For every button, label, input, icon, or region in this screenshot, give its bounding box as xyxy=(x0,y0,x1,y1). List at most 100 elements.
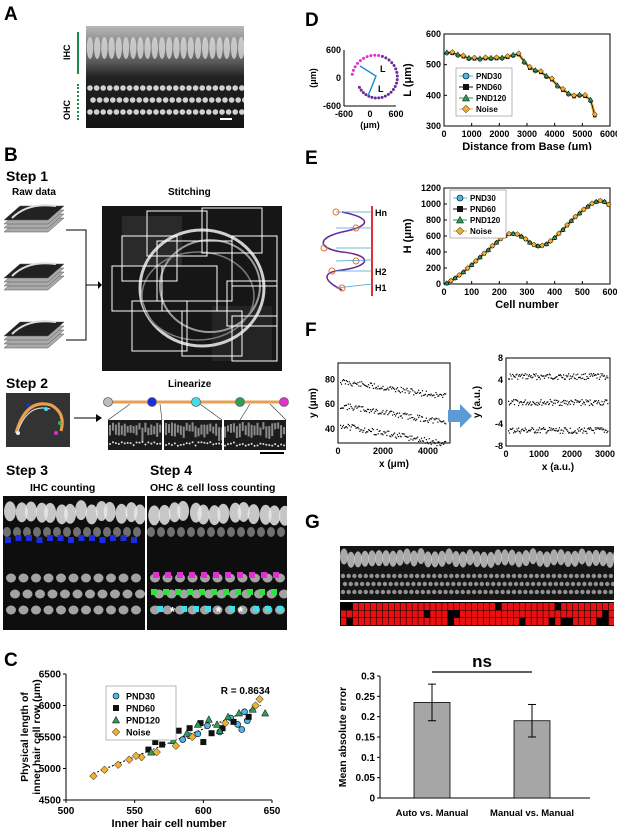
e-inset-hn: Hn xyxy=(375,208,387,218)
f1-point xyxy=(356,407,358,409)
f1-point xyxy=(342,379,345,381)
chartD-point xyxy=(482,54,489,61)
f1-point xyxy=(361,406,363,408)
chartD-point xyxy=(565,90,572,96)
f2-point xyxy=(522,377,524,379)
d-inset-dot xyxy=(361,91,365,95)
f2-point xyxy=(606,399,608,401)
f2-point xyxy=(543,402,545,404)
strip-cell xyxy=(129,424,132,433)
strip-cell xyxy=(232,423,235,433)
c-xtick-label: 550 xyxy=(126,806,143,817)
c-ytick-label: 5500 xyxy=(39,733,62,744)
gm-map-cell xyxy=(341,610,347,618)
f2-point xyxy=(552,404,554,406)
f1-point xyxy=(354,406,356,408)
f1-point xyxy=(364,427,366,429)
ohc2-marker xyxy=(151,589,157,595)
ihc-marker xyxy=(47,535,53,541)
chartE-point xyxy=(447,277,454,284)
f2-point xyxy=(602,373,604,375)
f1-point xyxy=(400,415,402,417)
f2-point xyxy=(527,431,529,433)
f1-point xyxy=(343,405,346,407)
g-category-label: Auto vs. Manual xyxy=(396,808,469,819)
strip-cell xyxy=(271,423,274,437)
gm-ohc xyxy=(342,581,348,587)
strip-cell xyxy=(117,422,120,436)
ihc-base xyxy=(197,527,205,537)
c-point-pnd30 xyxy=(179,736,187,743)
f2-point xyxy=(605,429,607,431)
panel-g-micrograph xyxy=(340,546,614,600)
f1-point xyxy=(359,381,361,383)
f2-point xyxy=(591,403,593,406)
f1-point xyxy=(365,432,367,434)
gm-map-cell xyxy=(352,603,359,610)
step3-image xyxy=(3,496,145,630)
f2-point xyxy=(528,429,530,432)
f2-point xyxy=(518,427,520,429)
f1-point xyxy=(385,431,387,433)
f2-point xyxy=(599,376,601,378)
f2-point xyxy=(607,403,609,405)
chartE-point xyxy=(485,247,492,252)
f1-point xyxy=(343,379,346,382)
f1-point xyxy=(388,389,390,391)
f1-point xyxy=(374,434,376,436)
f2-point xyxy=(582,432,584,434)
f2-point xyxy=(568,431,571,434)
ohc-cell xyxy=(146,85,153,91)
f2-point xyxy=(592,375,594,377)
f2-point xyxy=(548,373,551,375)
chartD-point xyxy=(443,49,450,55)
f1-point xyxy=(365,385,367,387)
d-inset-dot xyxy=(350,72,354,76)
gm-map-cell xyxy=(394,610,400,618)
f1-point xyxy=(349,403,351,405)
f2-point xyxy=(514,431,516,433)
linearize-label: Linearize xyxy=(168,379,212,390)
chartD-xtick-label: 5000 xyxy=(572,129,592,139)
ohc-cell xyxy=(159,109,166,115)
f2-point xyxy=(508,400,510,402)
c-ylabel: Physical length ofinner hair cell row (μ… xyxy=(19,679,43,795)
f2-point xyxy=(540,374,542,376)
chartE-legend-label: Noise xyxy=(470,227,492,236)
gm-map-cell xyxy=(602,618,609,625)
panel-label-d: D xyxy=(305,10,319,31)
f1-point xyxy=(375,408,377,411)
f2-point xyxy=(603,431,606,433)
c-ylabel-line1: Physical length of xyxy=(19,692,31,782)
f2-point xyxy=(538,429,540,431)
f2-point xyxy=(583,430,585,432)
f2-point xyxy=(583,401,585,403)
strip-ohc xyxy=(241,442,244,445)
gm-map-cell xyxy=(430,618,436,625)
f1-point xyxy=(414,418,416,420)
gm-ihc xyxy=(375,550,383,567)
gm-ohc xyxy=(422,581,427,587)
d-inset-L1: L xyxy=(380,64,386,74)
stack-arrow xyxy=(66,229,102,341)
ohc-cell xyxy=(219,109,225,115)
c-point-pnd30 xyxy=(194,730,202,738)
f1-point xyxy=(403,413,405,415)
e-inset-node xyxy=(320,244,328,252)
f1-point xyxy=(373,433,375,436)
chartD-point xyxy=(543,72,550,78)
f2-point xyxy=(599,427,601,429)
panel-label-f: F xyxy=(305,320,317,341)
gm-map-cell xyxy=(590,610,597,618)
gm-ohc xyxy=(392,573,397,579)
ohc1-marker xyxy=(189,572,195,578)
f1-point xyxy=(380,413,382,415)
f2-point xyxy=(593,374,596,377)
strip-ohc xyxy=(182,443,185,446)
f1-point xyxy=(438,418,440,420)
gm-ohc xyxy=(553,581,559,587)
chartE-xtick-label: 500 xyxy=(575,287,590,297)
gm-ohc xyxy=(565,581,570,587)
gm-map-cell xyxy=(513,618,519,625)
gm-map-cell xyxy=(418,618,424,625)
